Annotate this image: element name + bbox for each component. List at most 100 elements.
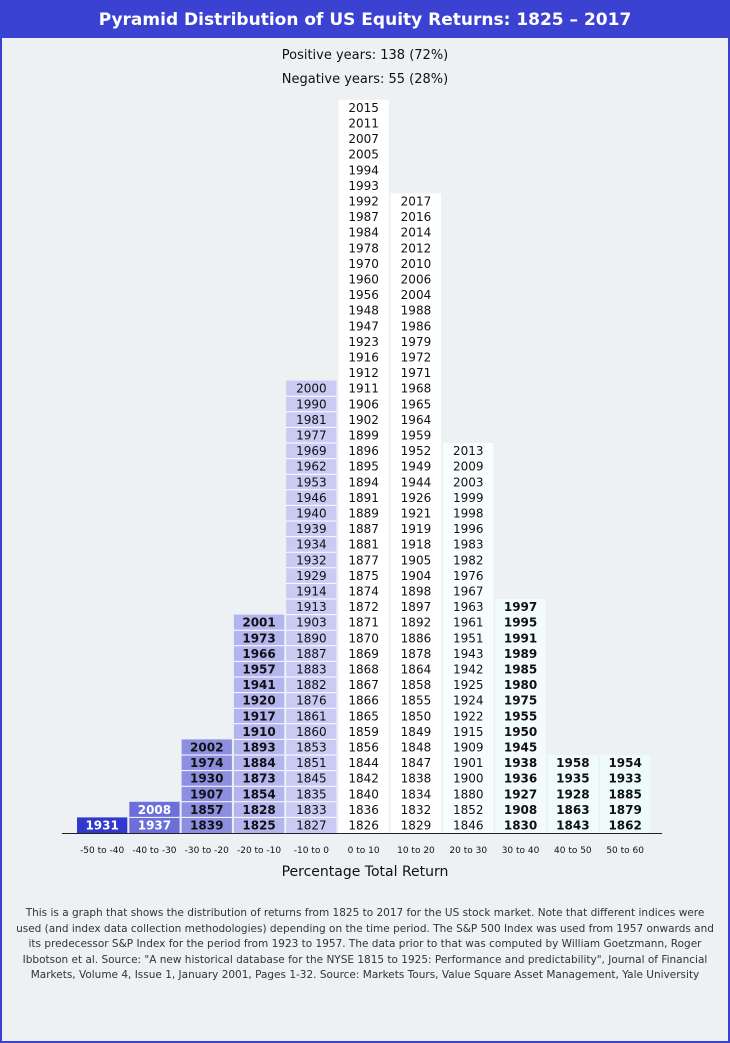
year-cell: 1877 [348,553,379,567]
bin-column: 1931 [77,817,128,833]
year-cell: 1917 [242,709,275,723]
year-cell: 1864 [401,663,432,677]
year-cell: 1906 [348,397,379,411]
year-cell: 1971 [401,366,432,380]
year-cell: 1903 [296,616,327,630]
year-cell: 1998 [453,507,484,521]
year-cell: 1920 [242,694,275,708]
year-cell: 1993 [348,179,379,193]
year-cell: 1853 [296,741,327,755]
year-cell: 1914 [296,585,327,599]
year-cell: 2006 [401,273,432,287]
year-cell: 1876 [296,694,327,708]
year-cell: 1916 [348,351,379,365]
chart-title: Pyramid Distribution of US Equity Return… [2,2,728,38]
bin-bar [77,817,128,833]
year-cell: 2000 [296,382,327,396]
year-cell: 1857 [190,803,223,817]
year-cell: 1875 [348,569,379,583]
year-cell: 2017 [401,195,432,209]
year-cell: 1956 [348,288,379,302]
positive-years-stat: Positive years: 138 (72%) [281,48,449,63]
year-cell: 1833 [296,803,327,817]
year-cell: 1930 [190,772,223,786]
year-cell: 1884 [242,756,275,770]
year-cell: 1827 [296,819,327,833]
bin-bar [286,380,337,833]
x-tick-label: -10 to 0 [294,846,329,856]
year-cell: 1835 [296,787,327,801]
year-cell: 2004 [401,288,432,302]
year-cell: 1915 [453,725,484,739]
x-tick-label: 20 to 30 [449,846,487,856]
year-cell: 1955 [504,709,537,723]
year-cell: 1874 [348,585,379,599]
year-cell: 1972 [401,351,432,365]
year-cell: 1921 [401,507,432,521]
footnote: This is a graph that shows the distribut… [16,907,714,981]
x-tick-label: 40 to 50 [554,846,592,856]
year-cell: 1890 [296,631,327,645]
x-tick-label: -50 to -40 [80,846,124,856]
year-cell: 1863 [556,803,589,817]
year-cell: 1842 [348,772,379,786]
year-cell: 1968 [401,382,432,396]
year-cell: 1845 [296,772,327,786]
bin-bar [600,755,651,833]
bin-bar [338,99,389,834]
year-cell: 1923 [348,335,379,349]
year-cell: 1896 [348,444,379,458]
year-cell: 1978 [348,241,379,255]
year-cell: 1988 [401,304,432,318]
year-cell: 1899 [348,429,379,443]
year-cell: 1999 [453,491,484,505]
year-cell: 1887 [348,522,379,536]
x-tick-label: 0 to 10 [348,846,380,856]
year-cell: 1825 [242,819,275,833]
year-cell: 1909 [453,741,484,755]
year-cell: 1989 [504,647,537,661]
x-tick-label: 30 to 40 [502,846,540,856]
year-cell: 1924 [453,694,484,708]
year-cell: 2013 [453,444,484,458]
year-cell: 1901 [453,756,484,770]
year-cell: 1982 [453,553,484,567]
year-cell: 1887 [296,647,327,661]
year-cell: 1867 [348,678,379,692]
year-cell: 2012 [401,241,432,255]
year-cell: 1891 [348,491,379,505]
x-tick-label: -30 to -20 [185,846,229,856]
year-cell: 1858 [401,678,432,692]
year-cell: 1937 [138,819,171,833]
year-cell: 1984 [348,226,379,240]
year-cell: 1949 [401,460,432,474]
year-cell: 1832 [401,803,432,817]
year-cell: 1911 [348,382,379,396]
x-tick-label: -20 to -10 [237,846,281,856]
year-cell: 1960 [348,273,379,287]
year-cell: 1834 [401,787,432,801]
year-cell: 1975 [504,694,537,708]
year-cell: 2007 [348,132,379,146]
year-cell: 1866 [348,694,379,708]
year-cell: 1953 [296,475,327,489]
year-cell: 1967 [453,585,484,599]
year-cell: 2010 [401,257,432,271]
year-cell: 1919 [401,522,432,536]
year-cell: 1869 [348,647,379,661]
year-cell: 1913 [296,600,327,614]
year-cell: 1965 [401,397,432,411]
year-cell: 1871 [348,616,379,630]
year-cell: 1979 [401,335,432,349]
year-cell: 1829 [401,819,432,833]
year-cell: 1959 [401,429,432,443]
x-tick-label: 50 to 60 [606,846,644,856]
year-cell: 1942 [453,663,484,677]
year-cell: 1938 [504,756,537,770]
year-cell: 1947 [348,319,379,333]
year-cell: 1849 [401,725,432,739]
year-cell: 1940 [296,507,327,521]
